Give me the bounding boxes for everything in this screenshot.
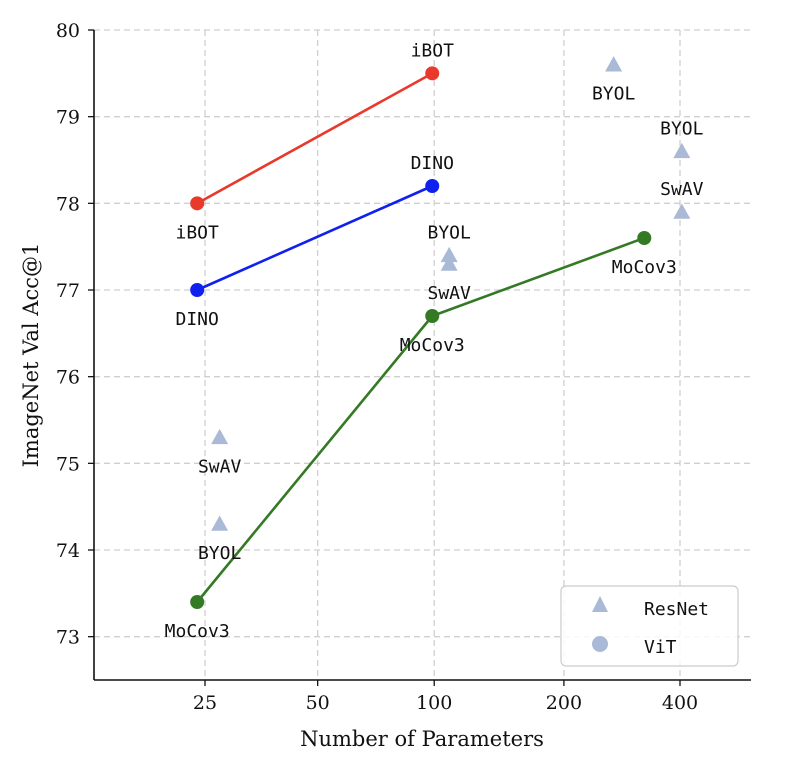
- x-tick-label: 200: [546, 692, 582, 714]
- axes: [93, 30, 751, 681]
- resnet-point-byol: [440, 246, 458, 263]
- x-tick-label: 50: [306, 692, 330, 714]
- vit-markers: [190, 66, 652, 609]
- legend-triangle-icon: [592, 596, 608, 612]
- x-axis-title: Number of Parameters: [300, 727, 544, 751]
- vit-label-mocov3: MoCov3: [400, 335, 465, 356]
- y-tick-label: 77: [56, 280, 80, 302]
- vit-point-mocov3: [425, 309, 440, 323]
- legend-label-vit: ViT: [644, 637, 677, 658]
- vit-line-ibot: [196, 72, 433, 205]
- resnet-point-byol: [605, 56, 623, 72]
- vit-label-dino: DINO: [411, 153, 454, 174]
- y-tick-label: 76: [56, 367, 80, 389]
- vit-point-dino: [190, 283, 205, 297]
- grid: [94, 29, 751, 680]
- vit-label-dino: DINO: [175, 309, 218, 330]
- x-tick-label: 100: [416, 692, 452, 714]
- resnet-label-swav: SwAV: [427, 283, 471, 304]
- vit-point-ibot: [190, 196, 205, 211]
- point-labels: SwAV BYOL BYOL SwAV BYOL BYOL SwAV iBOT iBOT DINO…: [165, 40, 704, 642]
- x-tick-label: 25: [193, 692, 217, 714]
- vit-point-ibot: [425, 66, 440, 81]
- resnet-point-byol: [211, 515, 229, 531]
- vit-point-mocov3: [190, 595, 205, 609]
- vit-point-dino: [425, 179, 440, 193]
- resnet-label-byol: BYOL: [198, 543, 242, 564]
- legend-circle-icon: [592, 636, 608, 652]
- y-tick-label: 73: [56, 627, 80, 649]
- resnet-label-swav: SwAV: [660, 179, 704, 200]
- resnet-label-byol: BYOL: [592, 84, 636, 105]
- vit-label-mocov3: MoCov3: [612, 257, 677, 278]
- resnet-label-swav: SwAV: [198, 456, 242, 477]
- y-axis-title: ImageNet Val Acc@1: [19, 243, 43, 468]
- y-tick-label: 78: [56, 193, 80, 215]
- y-tick-label: 75: [56, 453, 80, 475]
- legend: ResNet ViT: [560, 585, 739, 667]
- vit-label-ibot: iBOT: [411, 40, 455, 61]
- vit-label-ibot: iBOT: [175, 222, 219, 243]
- resnet-point-swav: [211, 428, 229, 445]
- resnet-point-byol: [673, 142, 691, 159]
- resnet-markers: [211, 56, 691, 531]
- vit-line-dino: [196, 184, 433, 292]
- vit-label-mocov3: MoCov3: [165, 621, 230, 642]
- y-tick-label: 74: [56, 540, 80, 562]
- tick-labels: 25 50 100 200 400 73 74 75 76 77 78 79 80: [56, 20, 698, 714]
- x-tick-label: 400: [662, 692, 698, 714]
- resnet-point-swav: [440, 255, 458, 271]
- resnet-label-byol: BYOL: [660, 118, 704, 139]
- y-tick-label: 80: [56, 20, 80, 42]
- resnet-label-byol: BYOL: [427, 222, 471, 243]
- resnet-point-swav: [673, 203, 691, 219]
- legend-label-resnet: ResNet: [644, 599, 709, 620]
- y-tick-label: 79: [56, 107, 80, 129]
- vit-line-mocov3: [196, 236, 645, 603]
- vit-point-mocov3: [637, 231, 652, 245]
